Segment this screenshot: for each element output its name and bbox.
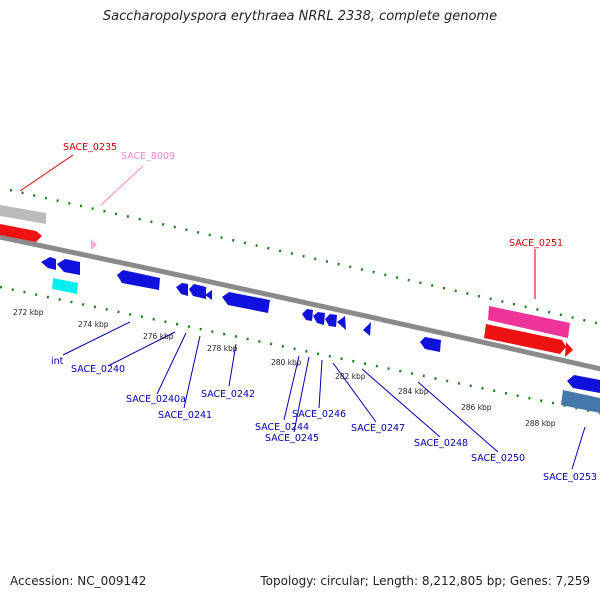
label-sace-0248: SACE_0248 bbox=[414, 438, 468, 449]
leader-sace-0244 bbox=[283, 355, 300, 421]
tick-label-284: 284 kbp bbox=[398, 387, 429, 396]
leader-int bbox=[62, 321, 131, 356]
label-int: int bbox=[51, 356, 64, 367]
label-sace-8009: SACE_8009 bbox=[121, 151, 175, 162]
leader-sace-0247 bbox=[332, 362, 377, 423]
accession-text: Accession: NC_009142 bbox=[10, 574, 147, 588]
gene-forward-arrow-3 bbox=[565, 342, 573, 357]
tick-label-280: 280 kbp bbox=[271, 358, 302, 367]
label-sace-0244: SACE_0244 bbox=[255, 422, 309, 433]
genome-backbone bbox=[0, 234, 600, 372]
leader-sace-0248 bbox=[361, 368, 441, 438]
leader-sace-0235 bbox=[19, 154, 74, 192]
gene-reverse-arrow bbox=[57, 259, 80, 275]
leader-sace-0241 bbox=[183, 335, 201, 409]
leader-sace-0253 bbox=[571, 426, 586, 470]
leader-sace-0240a bbox=[156, 332, 187, 395]
label-sace-0246: SACE_0246 bbox=[292, 409, 346, 420]
gene-sace-0251 bbox=[488, 306, 570, 338]
leader-sace-0240 bbox=[107, 331, 176, 367]
tick-label-282: 282 kbp bbox=[335, 372, 366, 381]
label-sace-0242: SACE_0242 bbox=[201, 389, 255, 400]
label-sace-0247: SACE_0247 bbox=[351, 423, 405, 434]
genome-summary-text: Topology: circular; Length: 8,212,805 bp… bbox=[260, 574, 590, 588]
label-sace-0250: SACE_0250 bbox=[471, 453, 525, 464]
gene-reverse-arrow bbox=[189, 284, 206, 299]
gene-reverse-arrow bbox=[117, 270, 160, 290]
gene-reverse-arrow bbox=[302, 309, 313, 321]
tick-label-288: 288 kbp bbox=[525, 419, 556, 428]
tick-label-272: 272 kbp bbox=[13, 308, 44, 317]
leader-sace-0242 bbox=[228, 343, 237, 387]
gene-reverse-arrow bbox=[567, 375, 600, 393]
tick-label-278: 278 kbp bbox=[207, 344, 238, 353]
gene-reverse-arrow bbox=[313, 312, 325, 325]
label-sace-0235: SACE_0235 bbox=[63, 142, 117, 153]
tick-label-274: 274 kbp bbox=[78, 320, 109, 329]
gene-steelblue bbox=[561, 390, 600, 413]
map-title: Saccharopolyspora erythraea NRRL 2338, c… bbox=[102, 9, 498, 24]
leader-sace-8009 bbox=[100, 165, 144, 206]
label-sace-0253: SACE_0253 bbox=[543, 472, 597, 483]
gene-reverse-arrow bbox=[325, 314, 337, 327]
gene-reverse-arrow bbox=[41, 257, 56, 270]
gene-reverse-arrow bbox=[337, 316, 346, 330]
leader-sace-0250 bbox=[417, 381, 499, 453]
gene-int bbox=[52, 278, 78, 294]
gene-sace-8009 bbox=[91, 239, 97, 250]
inner-tick-row bbox=[0, 285, 600, 415]
label-sace-0240: SACE_0240 bbox=[71, 364, 125, 375]
tick-label-286: 286 kbp bbox=[461, 403, 492, 412]
label-sace-0251: SACE_0251 bbox=[509, 238, 563, 249]
label-sace-0245: SACE_0245 bbox=[265, 433, 319, 444]
leader-sace-0246 bbox=[318, 359, 323, 409]
gene-reverse-arrow bbox=[176, 283, 188, 296]
gene-reverse-arrow bbox=[222, 292, 270, 313]
leader-sace-0245 bbox=[293, 356, 310, 433]
gene-reverse-arrow bbox=[363, 322, 371, 336]
label-sace-0241: SACE_0241 bbox=[158, 410, 212, 421]
gene-reverse-arrow bbox=[205, 290, 212, 300]
gene-forward-arrow bbox=[0, 224, 42, 242]
gene-grey-arrow bbox=[0, 205, 46, 224]
outer-tick-row bbox=[9, 188, 600, 326]
label-sace-0240a: SACE_0240a bbox=[126, 394, 186, 405]
gene-reverse-arrow bbox=[420, 337, 441, 352]
tick-label-276: 276 kbp bbox=[143, 332, 174, 341]
gene-forward-arrow-2 bbox=[484, 324, 566, 354]
